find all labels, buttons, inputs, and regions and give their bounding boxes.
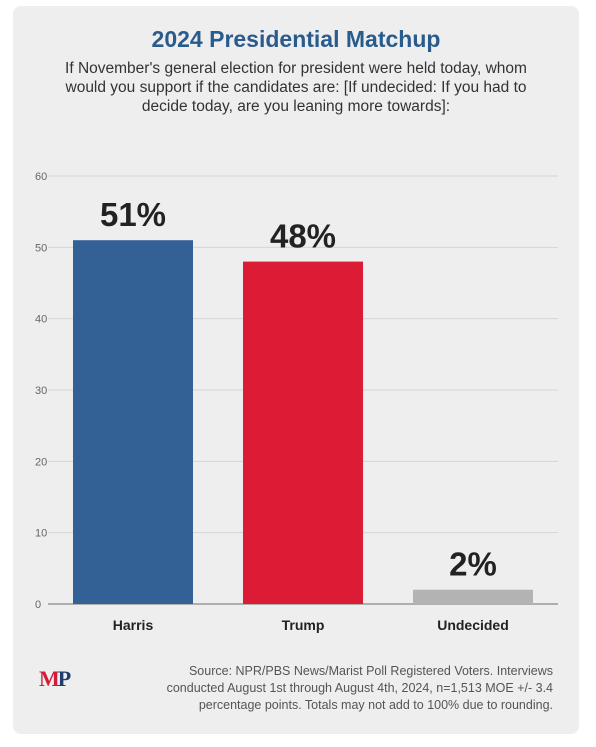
bar xyxy=(413,589,533,604)
y-tick-label: 40 xyxy=(35,314,47,326)
chart-card: 2024 Presidential Matchup If November's … xyxy=(13,6,579,734)
y-tick-label: 0 xyxy=(35,599,41,611)
bar xyxy=(243,261,363,604)
chart-title: 2024 Presidential Matchup xyxy=(151,26,441,52)
data-label: 48% xyxy=(270,218,336,255)
marist-poll-logo: MP xyxy=(39,666,72,692)
y-tick-label: 10 xyxy=(35,528,47,540)
x-tick-label: Trump xyxy=(282,617,325,633)
bar-chart: 0 10 20 30 40 50 60 51% Harris 48% Trump 2% Undecide… xyxy=(35,171,558,633)
y-tick-label: 60 xyxy=(35,171,47,183)
x-tick-label: Harris xyxy=(113,617,154,633)
chart-subtitle: If November's general election for presi… xyxy=(65,60,527,115)
y-tick-label: 50 xyxy=(35,242,47,254)
logo-letter-m: M xyxy=(39,666,60,691)
data-label: 2% xyxy=(449,546,497,583)
source-note: Source: NPR/PBS News/Marist Poll Registe… xyxy=(166,664,553,712)
y-tick-label: 20 xyxy=(35,456,47,468)
data-label: 51% xyxy=(100,196,166,233)
bar xyxy=(73,240,193,604)
y-tick-label: 30 xyxy=(35,385,47,397)
x-tick-label: Undecided xyxy=(437,617,509,633)
logo-letter-p: P xyxy=(57,666,72,691)
